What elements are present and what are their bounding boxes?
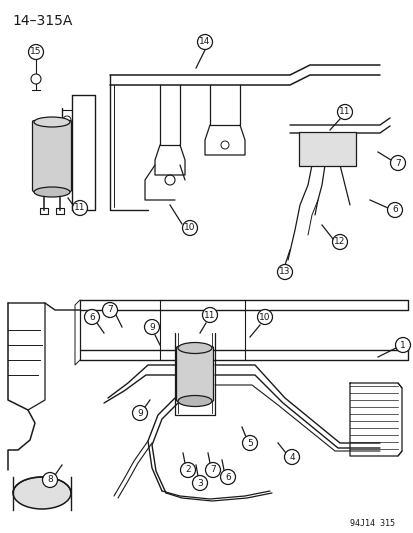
Text: 7: 7 <box>107 305 113 314</box>
Text: 7: 7 <box>210 465 215 474</box>
Ellipse shape <box>178 395 211 407</box>
Circle shape <box>72 200 87 215</box>
FancyBboxPatch shape <box>33 120 71 191</box>
Text: 13: 13 <box>279 268 290 277</box>
Ellipse shape <box>34 187 70 197</box>
Circle shape <box>205 463 220 478</box>
Text: 10: 10 <box>184 223 195 232</box>
Text: 7: 7 <box>394 158 400 167</box>
Text: 11: 11 <box>74 204 85 213</box>
Circle shape <box>202 308 217 322</box>
Ellipse shape <box>178 343 211 353</box>
Circle shape <box>332 235 347 249</box>
Circle shape <box>220 470 235 484</box>
Circle shape <box>43 472 57 488</box>
Circle shape <box>182 221 197 236</box>
Text: 94J14 315: 94J14 315 <box>349 519 394 528</box>
Text: 10: 10 <box>259 312 270 321</box>
Circle shape <box>84 310 99 325</box>
Circle shape <box>284 449 299 464</box>
Circle shape <box>28 44 43 60</box>
Text: 2: 2 <box>185 465 190 474</box>
Text: 9: 9 <box>137 408 142 417</box>
Circle shape <box>242 435 257 450</box>
Circle shape <box>389 156 404 171</box>
FancyBboxPatch shape <box>176 346 213 401</box>
Circle shape <box>257 310 272 325</box>
Circle shape <box>277 264 292 279</box>
Text: 11: 11 <box>204 311 215 319</box>
Circle shape <box>192 475 207 490</box>
Circle shape <box>394 337 410 352</box>
Circle shape <box>197 35 212 50</box>
Text: 14–315A: 14–315A <box>12 14 72 28</box>
Circle shape <box>132 406 147 421</box>
Ellipse shape <box>34 117 70 127</box>
Circle shape <box>144 319 159 335</box>
Circle shape <box>180 463 195 478</box>
Text: 9: 9 <box>149 322 154 332</box>
Text: 4: 4 <box>289 453 294 462</box>
Text: 12: 12 <box>334 238 345 246</box>
Text: 6: 6 <box>225 472 230 481</box>
Text: 15: 15 <box>30 47 42 56</box>
Text: 8: 8 <box>47 475 53 484</box>
Circle shape <box>387 203 401 217</box>
Text: 11: 11 <box>338 108 350 117</box>
Ellipse shape <box>13 477 71 509</box>
Text: 6: 6 <box>391 206 397 214</box>
Text: 1: 1 <box>399 341 405 350</box>
Text: 14: 14 <box>199 37 210 46</box>
FancyBboxPatch shape <box>298 132 355 166</box>
Text: 5: 5 <box>247 439 252 448</box>
Text: 6: 6 <box>89 312 95 321</box>
Circle shape <box>102 303 117 318</box>
Text: 3: 3 <box>197 479 202 488</box>
Circle shape <box>337 104 351 119</box>
